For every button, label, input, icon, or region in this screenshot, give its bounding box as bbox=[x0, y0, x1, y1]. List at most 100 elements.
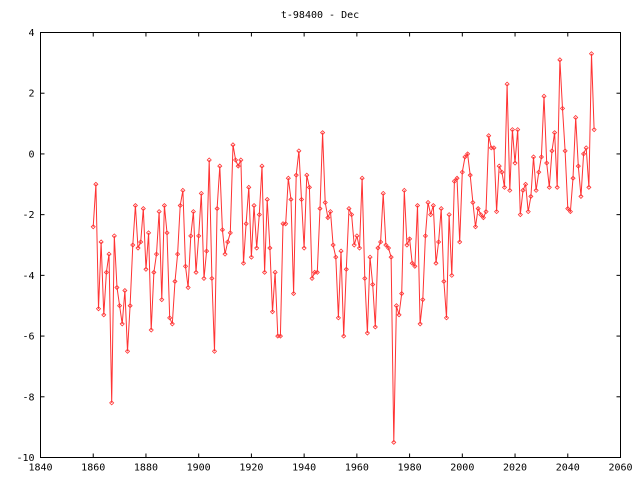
y-tick: -4 bbox=[22, 271, 621, 282]
data-point bbox=[138, 239, 144, 245]
data-point bbox=[375, 245, 381, 251]
data-point bbox=[159, 297, 165, 303]
data-point bbox=[90, 224, 96, 230]
data-point bbox=[441, 278, 447, 284]
data-point bbox=[233, 157, 239, 163]
data-point bbox=[182, 263, 189, 269]
data-point bbox=[396, 312, 402, 318]
data-point bbox=[251, 202, 257, 209]
x-tick: 1980 bbox=[398, 32, 422, 474]
data-point bbox=[161, 202, 167, 209]
data-point bbox=[430, 202, 436, 209]
data-point bbox=[478, 212, 484, 218]
y-tick: 4 bbox=[28, 28, 621, 39]
data-point bbox=[190, 209, 196, 215]
data-point bbox=[135, 245, 141, 251]
data-point bbox=[204, 248, 210, 254]
data-point bbox=[298, 196, 305, 203]
x-tick-label: 1940 bbox=[292, 463, 316, 474]
data-point bbox=[264, 196, 270, 203]
series-line bbox=[92, 53, 595, 443]
data-point bbox=[330, 242, 336, 248]
data-point bbox=[536, 169, 542, 175]
x-tick: 1940 bbox=[292, 32, 316, 474]
x-tick-label: 1980 bbox=[398, 463, 422, 474]
data-point bbox=[201, 275, 207, 281]
data-point bbox=[422, 233, 428, 239]
data-point bbox=[246, 184, 252, 190]
data-point bbox=[309, 275, 315, 281]
data-point bbox=[420, 297, 426, 303]
data-point bbox=[359, 175, 365, 181]
data-point bbox=[549, 148, 555, 154]
data-point bbox=[409, 260, 415, 266]
data-point bbox=[101, 312, 107, 318]
x-tick-label: 2020 bbox=[503, 463, 527, 474]
data-point bbox=[391, 439, 397, 445]
x-tick: 1880 bbox=[134, 32, 158, 474]
data-point bbox=[459, 169, 465, 175]
data-point bbox=[573, 114, 579, 121]
y-tick: -6 bbox=[22, 332, 621, 343]
data-point bbox=[240, 260, 247, 266]
data-point bbox=[501, 184, 508, 190]
data-point bbox=[188, 233, 194, 239]
data-point bbox=[153, 251, 160, 257]
x-tick: 2040 bbox=[556, 32, 580, 474]
data-point bbox=[378, 239, 384, 245]
data-point bbox=[117, 303, 123, 309]
data-point bbox=[225, 239, 231, 245]
data-point bbox=[525, 209, 531, 215]
data-point bbox=[219, 227, 225, 233]
y-tick-label: -2 bbox=[22, 210, 34, 221]
data-point bbox=[98, 239, 104, 245]
x-tick-label: 1880 bbox=[134, 463, 158, 474]
data-point bbox=[320, 130, 326, 136]
data-point bbox=[169, 321, 175, 327]
data-point bbox=[544, 160, 550, 166]
data-point bbox=[349, 212, 355, 218]
data-point bbox=[335, 315, 341, 321]
data-point bbox=[472, 224, 479, 230]
plot-frame bbox=[40, 32, 621, 458]
data-point bbox=[364, 330, 370, 336]
y-tick-label: -8 bbox=[22, 392, 34, 403]
data-point bbox=[351, 242, 357, 248]
data-point bbox=[206, 157, 212, 163]
x-tick-label: 2000 bbox=[450, 463, 474, 474]
data-point bbox=[454, 175, 460, 181]
data-point bbox=[362, 275, 368, 281]
data-point bbox=[467, 172, 473, 178]
y-tick-label: 2 bbox=[28, 89, 34, 100]
data-point bbox=[151, 269, 157, 275]
data-point bbox=[570, 175, 576, 181]
data-point bbox=[196, 233, 202, 239]
y-tick: 2 bbox=[28, 89, 621, 100]
data-point bbox=[401, 187, 407, 193]
data-point bbox=[509, 127, 515, 133]
data-point bbox=[483, 209, 489, 215]
data-point bbox=[198, 190, 204, 196]
data-point bbox=[193, 269, 199, 275]
data-point bbox=[588, 51, 595, 57]
data-point bbox=[291, 291, 297, 297]
data-point bbox=[277, 333, 283, 339]
data-point bbox=[446, 212, 452, 218]
data-point bbox=[222, 251, 228, 257]
data-point bbox=[565, 206, 571, 212]
data-point bbox=[354, 233, 360, 239]
data-point bbox=[575, 163, 581, 169]
data-point bbox=[559, 105, 566, 111]
data-point bbox=[109, 400, 115, 406]
y-tick-label: 0 bbox=[28, 149, 34, 160]
data-series bbox=[90, 51, 597, 445]
data-point bbox=[285, 175, 291, 181]
data-point bbox=[296, 148, 302, 154]
data-point bbox=[578, 193, 584, 199]
data-point bbox=[515, 127, 521, 133]
x-tick-label: 1900 bbox=[187, 463, 211, 474]
data-point bbox=[520, 187, 526, 193]
data-point bbox=[393, 303, 399, 309]
data-point bbox=[443, 315, 450, 321]
data-point bbox=[346, 206, 352, 212]
